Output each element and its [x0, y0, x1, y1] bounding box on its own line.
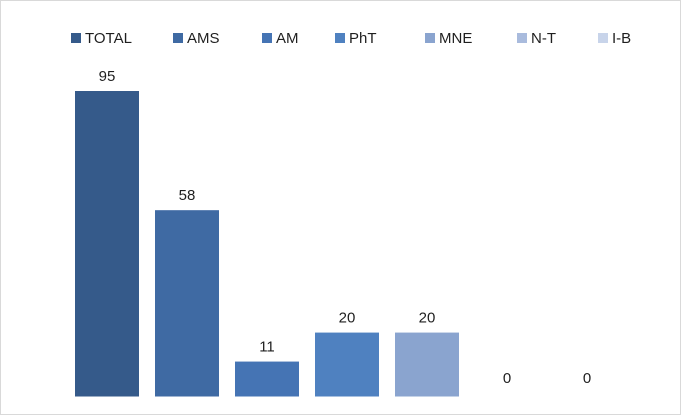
- legend-swatch-am: [262, 33, 272, 43]
- legend-label-am: AM: [276, 30, 299, 47]
- value-label-n-t: 0: [503, 370, 511, 387]
- legend-label-total: TOTAL: [85, 30, 132, 47]
- legend-swatch-i-b: [598, 33, 608, 43]
- value-label-pht: 20: [339, 310, 356, 327]
- legend-swatch-total: [71, 33, 81, 43]
- bar-ams: [155, 210, 219, 397]
- legend-swatch-ams: [173, 33, 183, 43]
- bar-total: [75, 91, 139, 397]
- legend-label-pht: PhT: [349, 30, 377, 47]
- legend-label-mne: MNE: [439, 30, 472, 47]
- data-labels: 95 58 11 20 20 0 0: [99, 68, 592, 387]
- legend-label-i-b: I-B: [612, 30, 631, 47]
- legend-swatch-pht: [335, 33, 345, 43]
- bar-series: [75, 91, 459, 397]
- bar-mne: [395, 332, 459, 397]
- bar-pht: [315, 332, 379, 397]
- legend-label-n-t: N-T: [531, 30, 556, 47]
- legend-label-ams: AMS: [187, 30, 220, 47]
- value-label-am: 11: [259, 339, 275, 356]
- value-label-total: 95: [99, 68, 116, 85]
- legend-swatch-n-t: [517, 33, 527, 43]
- legend-swatch-mne: [425, 33, 435, 43]
- bar-am: [235, 361, 299, 397]
- chart-legend: TOTAL AMS AM PhT MNE N-T I-B: [71, 30, 631, 47]
- value-label-ams: 58: [179, 187, 196, 204]
- value-label-i-b: 0: [583, 370, 591, 387]
- value-label-mne: 20: [419, 310, 436, 327]
